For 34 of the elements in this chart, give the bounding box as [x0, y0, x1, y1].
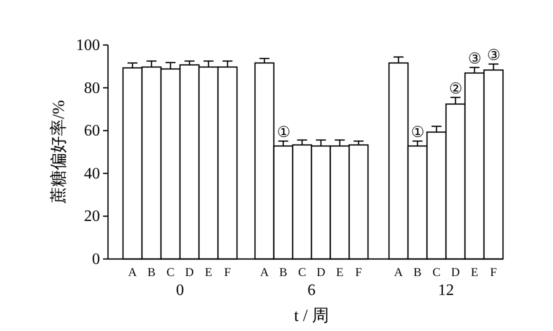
x-axis-title: 12	[438, 282, 454, 299]
x-tick-label: B	[413, 265, 422, 279]
x-axis-title: 6	[308, 282, 316, 299]
x-tick-label: C	[166, 265, 175, 279]
y-tick-label: 60	[84, 122, 100, 140]
y-axis-title: 蔗糖偏好率/%	[49, 100, 68, 204]
y-tick-label: 40	[84, 165, 100, 182]
annotation: ①	[276, 125, 290, 142]
x-tick-label: A	[394, 265, 404, 279]
x-tick-label: D	[316, 265, 326, 279]
y-tick-label: 100	[76, 37, 100, 54]
annotation: ②	[449, 81, 462, 98]
x-tick-label: C	[298, 265, 306, 279]
x-tick-label: D	[451, 265, 460, 279]
x-tick-label: B	[147, 265, 156, 279]
x-tick-label: C	[432, 265, 441, 279]
x-tick-label: F	[224, 265, 232, 279]
y-tick-label: 0	[92, 251, 100, 268]
x-tick-label: F	[490, 265, 498, 279]
annotation: ①	[411, 125, 424, 142]
x-tick-label: E	[336, 265, 344, 279]
y-tick-label: 20	[84, 208, 100, 226]
x-tick-label: F	[355, 265, 362, 279]
x-tick-label: A	[128, 265, 138, 279]
x-tick-label: A	[260, 265, 270, 279]
annotation: ③	[487, 48, 500, 64]
x-tick-label: E	[470, 265, 478, 279]
annotation: ③	[468, 51, 481, 68]
x-tick-label: D	[185, 265, 194, 279]
x-tick-label: E	[204, 265, 212, 279]
x-tick-label: B	[279, 265, 288, 279]
y-tick-label: 80	[84, 80, 100, 97]
text: t / 周	[294, 306, 329, 325]
x-axis-title: 0	[176, 282, 184, 299]
